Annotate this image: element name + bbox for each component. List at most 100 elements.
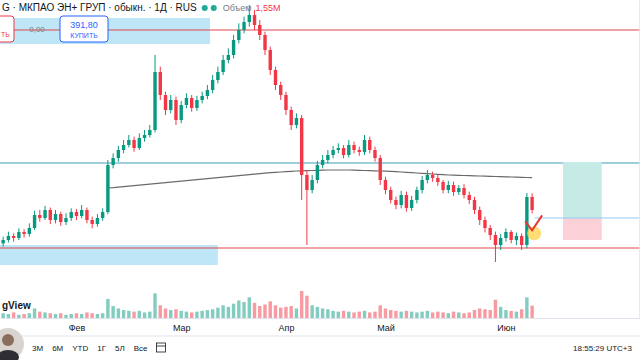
- volume-bar: [347, 312, 350, 318]
- candle-body: [148, 130, 151, 135]
- candle-body: [389, 190, 392, 200]
- background: [0, 0, 640, 360]
- candle-body: [1, 240, 4, 243]
- calendar-frame[interactable]: [157, 343, 166, 352]
- range-button[interactable]: YTD: [72, 344, 88, 353]
- candle-body: [195, 100, 198, 108]
- position-entry: [535, 217, 640, 218]
- x-tick: Фев: [69, 318, 86, 333]
- candle-body: [347, 145, 350, 155]
- candle-body: [85, 210, 88, 220]
- candle-body: [33, 215, 36, 228]
- candle-body: [64, 218, 67, 222]
- candle-body: [111, 158, 114, 165]
- candle-body: [54, 214, 57, 220]
- volume-bar: [515, 312, 518, 318]
- x-tick-label: Мар: [173, 323, 191, 333]
- volume-bar: [227, 307, 230, 318]
- candle-body: [49, 210, 52, 220]
- volume-bar: [169, 310, 172, 318]
- candle-body: [499, 238, 502, 245]
- volume-bar: [190, 312, 193, 318]
- volume-bar: [96, 314, 99, 318]
- candle-body: [185, 98, 188, 105]
- volume-bar: [232, 304, 235, 318]
- volume-bar: [410, 312, 413, 318]
- position-target: [563, 162, 602, 218]
- volume-bar: [206, 310, 209, 318]
- candle-body: [106, 165, 109, 212]
- volume-bar: [431, 312, 434, 318]
- candle-body: [447, 185, 450, 190]
- volume-bar: [321, 308, 324, 318]
- candle-body: [274, 70, 277, 85]
- candle-body: [169, 100, 172, 110]
- candle-body: [174, 100, 177, 120]
- volume-bar: [263, 304, 266, 318]
- volume-bar: [415, 312, 418, 318]
- range-button[interactable]: 5Л: [115, 344, 125, 353]
- candle-body: [122, 145, 125, 150]
- calendar-icon[interactable]: [157, 343, 166, 352]
- volume-bar: [138, 311, 141, 318]
- candle-body: [138, 138, 141, 148]
- candle-body: [478, 210, 481, 220]
- volume-bars: [1, 291, 533, 318]
- buy-button[interactable]: [60, 16, 108, 42]
- check-mark: [525, 215, 542, 230]
- volume-bar: [64, 315, 67, 318]
- chart-title: G · МКПАО ЭН+ ГРУП · обыкн. · 1Д · RUS: [2, 2, 197, 13]
- sell-label[interactable]: ТЬ: [1, 31, 10, 38]
- candle-body: [284, 95, 287, 110]
- x-tick-label: Июн: [497, 323, 515, 333]
- volume-bar: [379, 305, 382, 318]
- volume-bar: [468, 312, 471, 318]
- volume-bar: [159, 305, 162, 318]
- volume-bar: [295, 308, 298, 318]
- volume-bar: [389, 310, 392, 318]
- volume-bar: [384, 308, 387, 318]
- volume-bar: [331, 311, 334, 318]
- buy-label[interactable]: КУПИТЬ: [70, 32, 98, 39]
- volume-bar: [352, 312, 355, 318]
- volume-bar: [185, 312, 188, 318]
- candle-body: [352, 145, 355, 150]
- volume-bar: [368, 312, 371, 318]
- status-dot: [211, 5, 217, 11]
- volume-bar: [258, 306, 261, 318]
- x-tick-label: Апр: [279, 323, 295, 333]
- buy-price[interactable]: 391,80: [70, 20, 98, 30]
- volume-bar: [441, 312, 444, 318]
- chart-root: ФевМарАпрМайИюнG · МКПАО ЭН+ ГРУП · обык…: [0, 0, 640, 360]
- candle-body: [143, 135, 146, 138]
- volume-legend-value: 1,55M: [255, 3, 280, 13]
- range-button[interactable]: 3М: [32, 344, 43, 353]
- volume-bar: [49, 313, 52, 318]
- candle-body: [452, 185, 455, 192]
- volume-bar: [17, 315, 20, 318]
- candle-body: [509, 232, 512, 240]
- volume-bar: [310, 305, 313, 318]
- volume-bar: [300, 291, 303, 318]
- candle-body: [227, 55, 230, 60]
- volume-bar: [70, 314, 73, 318]
- avatar-head: [2, 334, 14, 346]
- candle-body: [70, 212, 73, 218]
- volume-bar: [54, 314, 57, 318]
- candle-body: [200, 96, 203, 100]
- candle-body: [117, 150, 120, 158]
- volume-bar: [504, 310, 507, 318]
- volume-bar: [28, 313, 31, 318]
- plot-area: [0, 5, 640, 318]
- candle-body: [211, 80, 214, 90]
- calendar-bar[interactable]: [157, 346, 166, 347]
- range-button[interactable]: Все: [134, 344, 148, 353]
- range-button[interactable]: 1Г: [97, 344, 106, 353]
- volume-bar: [363, 311, 366, 318]
- candle-body: [153, 72, 156, 130]
- candle-body: [468, 195, 471, 200]
- range-button[interactable]: 6М: [52, 344, 63, 353]
- candle-body: [159, 72, 162, 95]
- candle-body: [269, 50, 272, 70]
- volume-bar: [43, 312, 46, 318]
